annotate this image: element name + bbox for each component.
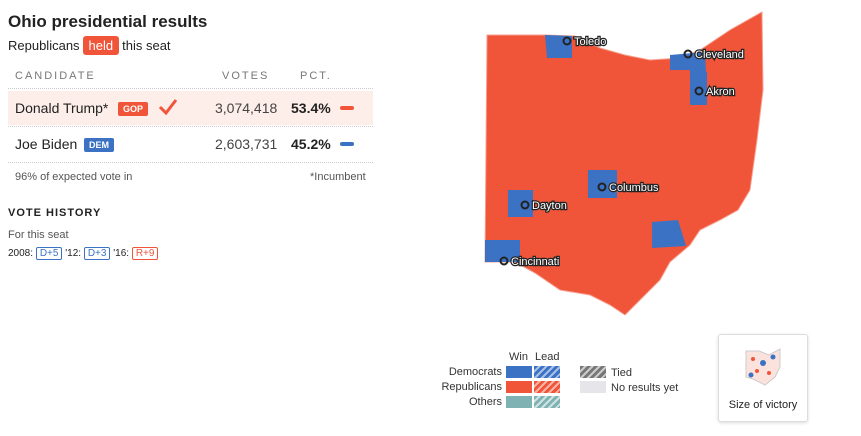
row-trump: Donald Trump* GOP 3,074,418 53.4% [8,91,373,125]
pct: 53.4% [291,100,331,116]
legend-tied: Tied [611,367,632,379]
col-header: VOTES [222,70,270,82]
col-header: PCT. [300,70,332,82]
pct: 45.2% [291,136,331,152]
votes: 2,603,731 [215,136,278,152]
held-badge: held [82,36,120,55]
row-biden: Joe Biden DEM 2,603,731 45.2% [8,127,373,161]
history-margin: R+9 [131,247,159,260]
subtitle: Republicans held this seat [8,36,171,55]
candidate-name: Donald Trump* [15,100,109,116]
size-of-victory-button[interactable]: Size of victory [718,334,808,422]
history-title: VOTE HISTORY [8,207,102,219]
history-subtitle: For this seat [8,229,69,241]
city-label: Cleveland [695,49,744,61]
pct-dash [340,142,354,146]
city-label: Cincinnati [511,256,559,268]
title: Ohio presidential results [8,12,208,31]
history-year: '12: [65,248,82,259]
city-label: Dayton [532,200,567,212]
city-label: Columbus [609,182,659,194]
subtitle-tail: this seat [122,38,171,53]
candidate-name: Joe Biden [15,136,78,152]
city-label: Akron [706,86,735,98]
history: 2008: D+5 '12: D+3 '16: R+9 [8,247,159,260]
winner-check [158,99,178,116]
subtitle-lead: Republicans [8,38,80,53]
reporting: 96% of expected vote in [15,171,133,183]
legend-no-results: No results yet [611,382,679,394]
button-label: Size of victory [728,399,798,411]
history-margin: D+5 [35,247,63,260]
history-year: 2008: [8,248,34,259]
history-margin: D+3 [83,247,111,260]
legend-rep: Republicans [441,381,502,393]
city-label: Toledo [574,36,606,48]
ohio-map: Toledo Cleveland Akron Columbus Dayton C… [484,11,764,316]
party-badge: DEM [84,138,114,152]
pct-dash [340,106,354,110]
votes: 3,074,418 [215,100,278,116]
legend-win: Win [509,351,528,363]
legend-lead: Lead [535,351,560,363]
party-badge: GOP [118,102,149,116]
col-header: CANDIDATE [15,70,96,82]
button-icon [745,348,781,386]
legend-oth: Others [468,396,502,408]
legend-dem: Democrats [448,366,502,378]
incumbent-note: *Incumbent [310,171,366,183]
history-year: '16: [113,248,130,259]
